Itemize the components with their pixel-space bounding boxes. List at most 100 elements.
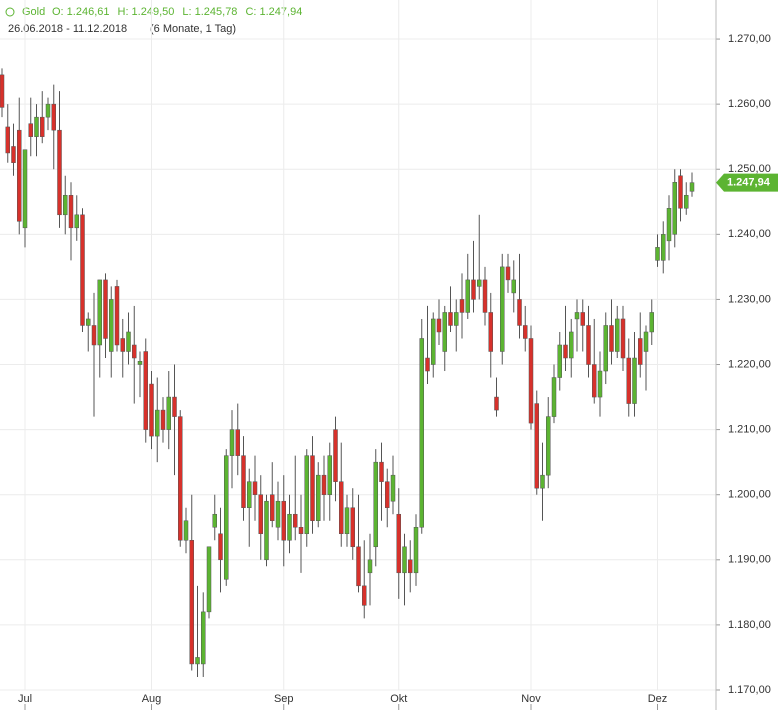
candle-body bbox=[448, 312, 453, 326]
candle-body bbox=[0, 74, 5, 108]
x-tick-label: Aug bbox=[142, 693, 162, 705]
candle-body bbox=[632, 357, 637, 404]
candle-body bbox=[362, 585, 367, 606]
candle-body bbox=[402, 546, 407, 574]
candle-body bbox=[206, 546, 212, 613]
y-tick-label: 1.230,00 bbox=[728, 293, 771, 305]
candle-body bbox=[45, 103, 51, 118]
candle-body bbox=[166, 396, 171, 430]
candle-body bbox=[523, 325, 528, 339]
candle-body bbox=[672, 182, 677, 235]
candle-body bbox=[465, 279, 470, 313]
candle-body bbox=[528, 338, 534, 424]
candle-body bbox=[229, 429, 235, 456]
candle-body bbox=[603, 325, 608, 372]
candle-body bbox=[17, 129, 22, 222]
candle-body bbox=[390, 474, 396, 502]
candle-body bbox=[643, 331, 649, 352]
candle-body bbox=[557, 344, 562, 378]
candle-body bbox=[132, 344, 137, 359]
candle-body bbox=[293, 513, 298, 528]
candle-body bbox=[80, 214, 85, 326]
candle-body bbox=[649, 312, 654, 333]
candle-body bbox=[436, 318, 442, 333]
candle-body bbox=[304, 455, 309, 535]
candle-body bbox=[160, 409, 166, 430]
candle-body bbox=[546, 416, 551, 476]
candle-body bbox=[609, 325, 614, 352]
candle-body bbox=[247, 481, 252, 508]
candle-body bbox=[505, 266, 511, 281]
candle-body bbox=[661, 234, 666, 261]
candle-body bbox=[258, 494, 263, 535]
candle-body bbox=[63, 195, 68, 216]
candle-body bbox=[517, 299, 522, 326]
candle-body bbox=[666, 208, 672, 242]
candle-body bbox=[356, 546, 361, 587]
candle-body bbox=[275, 500, 281, 528]
candle-body bbox=[114, 286, 120, 346]
candle-body bbox=[137, 361, 143, 365]
candle-body bbox=[298, 527, 304, 535]
candle-body bbox=[586, 325, 591, 365]
candle-body bbox=[379, 461, 384, 482]
candle-body bbox=[310, 455, 315, 521]
candle-body bbox=[574, 312, 580, 320]
y-tick-label: 1.210,00 bbox=[728, 424, 771, 436]
candle-body bbox=[281, 500, 286, 541]
candle-body bbox=[28, 123, 33, 137]
y-tick-label: 1.170,00 bbox=[728, 684, 771, 696]
candle-body bbox=[615, 318, 620, 352]
candle-body bbox=[120, 338, 125, 352]
candle-body bbox=[86, 318, 91, 326]
candle-body bbox=[580, 312, 585, 326]
candle-body bbox=[270, 494, 275, 521]
candle-body bbox=[103, 279, 108, 339]
candle-body bbox=[500, 266, 505, 352]
candle-body bbox=[68, 195, 74, 229]
candle-body bbox=[339, 481, 344, 535]
candle-body bbox=[224, 455, 229, 580]
candle-body bbox=[97, 279, 102, 346]
candle-body bbox=[178, 416, 183, 541]
candle-body bbox=[241, 455, 246, 508]
candle-body bbox=[34, 116, 39, 137]
x-tick-label: Nov bbox=[521, 693, 541, 705]
x-tick-label: Okt bbox=[390, 693, 407, 705]
candle-body bbox=[431, 318, 436, 365]
candle-body bbox=[252, 481, 258, 495]
candle-body bbox=[592, 364, 597, 398]
candle-body bbox=[11, 146, 16, 163]
candle-body bbox=[109, 299, 114, 352]
candle-body bbox=[678, 175, 683, 209]
candle-body bbox=[5, 126, 10, 154]
header-value: L: 1.245,78 bbox=[182, 6, 237, 18]
candle-body bbox=[396, 513, 401, 574]
header-value: O: 1.246,61 bbox=[52, 6, 110, 18]
candle-body bbox=[471, 279, 476, 300]
y-tick-label: 1.260,00 bbox=[728, 98, 771, 110]
candle-body bbox=[149, 383, 154, 437]
candle-body bbox=[155, 409, 160, 437]
candle-body bbox=[350, 507, 355, 548]
candle-body bbox=[183, 520, 189, 541]
candle-body bbox=[189, 540, 194, 665]
candle-body bbox=[494, 396, 499, 411]
candle-body bbox=[367, 559, 373, 574]
candle-body bbox=[488, 312, 493, 352]
candle-body bbox=[218, 533, 223, 561]
candle-body bbox=[689, 182, 695, 192]
candle-body bbox=[563, 344, 568, 359]
candle-body bbox=[540, 474, 545, 489]
candle-body bbox=[459, 299, 465, 313]
instrument: Gold bbox=[22, 6, 45, 18]
header-value: C: 1.247,94 bbox=[245, 6, 302, 18]
candle-body bbox=[419, 338, 424, 528]
candle-body bbox=[316, 474, 321, 521]
candle-body bbox=[201, 611, 206, 665]
candle-body bbox=[235, 429, 240, 456]
period: (6 Monate, 1 Tag) bbox=[150, 23, 236, 35]
candle-body bbox=[126, 331, 131, 352]
x-tick-label: Sep bbox=[274, 693, 294, 705]
candle-body bbox=[551, 377, 557, 417]
